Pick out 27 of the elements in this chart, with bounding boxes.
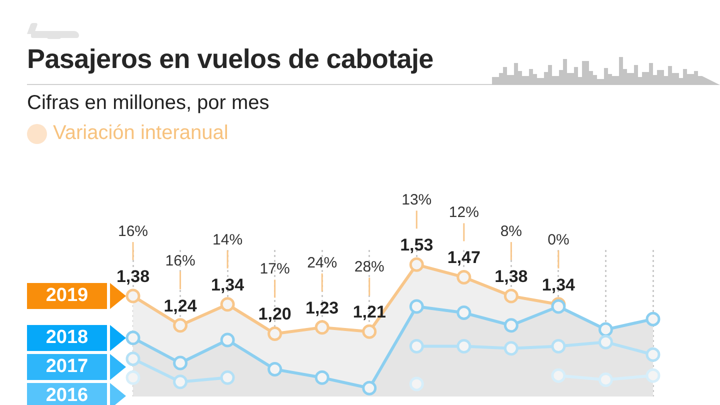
- annotation: 28%: [354, 258, 384, 276]
- data-label: 1,34: [542, 275, 576, 294]
- data-label: 1,47: [447, 248, 480, 268]
- annotation: 24%: [307, 254, 338, 272]
- text: 16%: [118, 223, 148, 240]
- text: 2018: [27, 324, 107, 351]
- data-label: 1,38: [116, 267, 150, 286]
- data-label: 1,21: [352, 302, 386, 322]
- text: 2016: [27, 382, 107, 405]
- chart-title: Pasajeros en vuelos de cabotaje: [27, 44, 434, 75]
- text: 2017: [27, 354, 107, 380]
- text: 8%: [500, 223, 522, 240]
- data-label: 1,23: [306, 298, 339, 318]
- text: 2019: [27, 283, 107, 310]
- annotation: 17%: [260, 260, 290, 278]
- data-label: 1,24: [164, 296, 198, 316]
- text: 12%: [448, 204, 479, 222]
- annotation: 16%: [165, 252, 196, 270]
- text: 0%: [548, 231, 570, 248]
- data-label: 1,38: [494, 267, 528, 286]
- data-label: 1,20: [258, 304, 292, 324]
- text: 13%: [402, 192, 432, 209]
- chart-subtitle: Cifras en millones, por mes: [27, 92, 270, 115]
- data-label: 1,34: [211, 275, 245, 294]
- data-label: 1,53: [400, 236, 434, 255]
- text: 14%: [212, 231, 243, 248]
- text: Variación interanual: [53, 122, 228, 145]
